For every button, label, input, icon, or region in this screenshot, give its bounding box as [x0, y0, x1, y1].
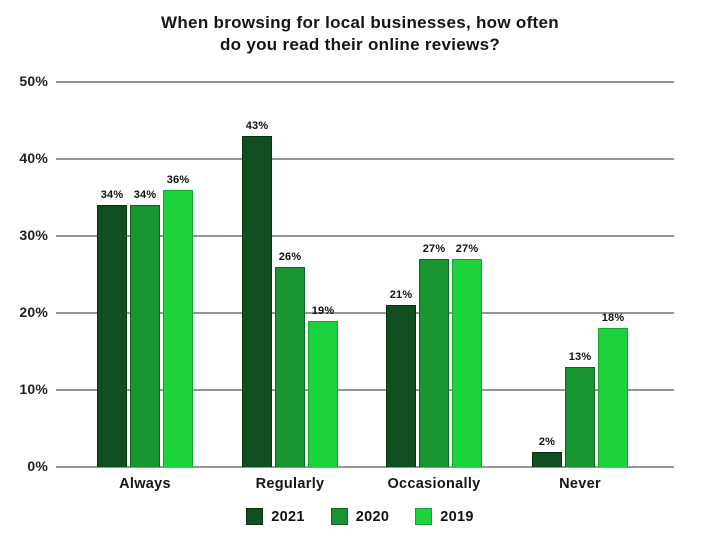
bar-group-never: 2% 13% 18% — [532, 312, 628, 467]
gridline — [56, 389, 674, 391]
bar-value-label: 13% — [568, 351, 592, 363]
y-axis-tick-label: 0% — [27, 458, 48, 474]
legend-label: 2020 — [355, 508, 390, 525]
bar-2020-regularly: 26% — [275, 251, 305, 467]
bar-value-label: 43% — [245, 120, 269, 132]
x-axis-category-label: Regularly — [255, 476, 325, 492]
y-axis-tick-label: 10% — [19, 381, 48, 397]
y-axis-tick-label: 20% — [19, 304, 48, 320]
legend-item-2019: 2019 — [415, 508, 473, 525]
bar-value-label: 36% — [166, 174, 190, 186]
x-axis-category-label: Never — [559, 476, 601, 492]
bar-value-label: 26% — [278, 251, 302, 263]
y-axis-tick-label: 40% — [19, 150, 48, 166]
bar-value-label: 21% — [389, 289, 413, 301]
bar-group-regularly: 43% 26% 19% — [242, 120, 338, 467]
bar-group-always: 34% 34% 36% — [97, 174, 193, 467]
chart-title-line-1: When browsing for local businesses, how … — [161, 13, 559, 32]
legend-swatch-2019 — [415, 508, 433, 525]
legend-swatch-2020 — [330, 508, 348, 525]
gridline — [56, 235, 674, 237]
y-axis-tick-label: 30% — [19, 227, 48, 243]
chart-title-line-2: do you read their online reviews? — [219, 35, 501, 54]
bar-value-label: 27% — [455, 243, 479, 255]
bar-value-label: 27% — [422, 243, 446, 255]
plot-area: 34% 34% 36% 43% 26% 19% 21% 27% 27% 2% 13% 18% — [56, 81, 674, 468]
bar-value-label: 19% — [311, 305, 335, 317]
gridline — [56, 158, 674, 160]
gridline — [56, 312, 674, 314]
chart-legend: 2021 2020 2019 — [0, 508, 720, 525]
bar-2021-always: 34% — [97, 189, 127, 467]
legend-swatch-2021 — [246, 508, 264, 525]
legend-item-2020: 2020 — [330, 508, 390, 525]
gridline — [56, 466, 674, 468]
x-axis-category-label: Occasionally — [387, 476, 481, 492]
bar-2019-regularly: 19% — [308, 305, 338, 467]
y-axis-tick-label: 50% — [19, 73, 48, 89]
bar-2021-never: 2% — [532, 436, 562, 467]
bar-2020-occasionally: 27% — [419, 243, 449, 467]
legend-item-2021: 2021 — [246, 508, 304, 525]
bar-group-occasionally: 21% 27% 27% — [386, 243, 482, 467]
x-axis-category-label: Always — [119, 476, 171, 492]
legend-label: 2019 — [440, 508, 474, 525]
legend-label: 2021 — [271, 508, 305, 525]
bar-value-label: 34% — [100, 189, 124, 201]
bar-value-label: 18% — [601, 312, 625, 324]
bar-2019-always: 36% — [163, 174, 193, 467]
bar-2019-never: 18% — [598, 312, 628, 467]
bar-value-label: 34% — [133, 189, 157, 201]
bar-2021-regularly: 43% — [242, 120, 272, 467]
bar-2020-always: 34% — [130, 189, 160, 467]
bar-2021-occasionally: 21% — [386, 289, 416, 467]
bar-2019-occasionally: 27% — [452, 243, 482, 467]
chart-title: When browsing for local businesses, how … — [0, 12, 720, 56]
gridline — [56, 81, 674, 83]
bar-2020-never: 13% — [565, 351, 595, 467]
bar-value-label: 2% — [538, 436, 556, 448]
